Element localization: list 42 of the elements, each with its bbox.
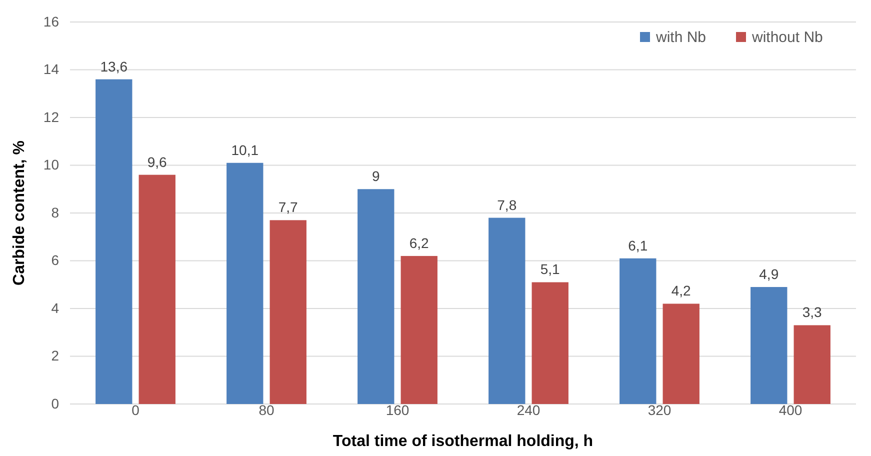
data-label: 9,6 [147,154,168,170]
bar [138,174,176,404]
legend-label: with Nb [655,29,706,46]
bar [270,220,306,404]
y-tick-label: 8 [51,204,60,220]
y-tick-label: 14 [43,61,60,78]
data-label: 4,2 [671,282,692,299]
y-tick-label: 10 [43,156,60,173]
y-tick-label: 12 [43,108,60,125]
bar [488,218,526,404]
data-label: 9 [372,168,380,184]
y-tick-label: 6 [51,252,60,268]
data-label: 6,2 [409,234,430,251]
data-label: 3,3 [802,304,822,320]
bar [620,258,656,404]
data-label: 6,1 [628,237,648,254]
y-tick-label: 16 [43,13,60,30]
data-label: 7,7 [278,199,298,216]
bar [662,304,700,404]
y-tick-label: 2 [51,348,60,364]
x-tick-label: 80 [258,402,274,418]
x-axis-title: Total time of isothermal holding, h [332,433,594,450]
data-label: 5,1 [540,261,560,278]
bar [226,162,264,404]
bar [794,325,830,404]
bar [750,287,788,404]
bar [532,282,568,404]
bar [96,79,132,404]
data-label: 4,9 [759,266,779,282]
data-label: 13,6 [100,58,128,74]
x-tick-label: 240 [516,402,540,418]
x-tick-label: 400 [778,402,802,418]
y-tick-label: 4 [51,300,60,316]
bar [400,256,438,404]
bar [358,189,394,404]
y-axis-title: Carbide content, % [11,140,28,286]
data-label: 10,1 [231,142,259,158]
x-tick-label: 160 [386,402,410,418]
x-tick-label: 320 [648,402,672,418]
legend-label: without Nb [751,29,823,46]
data-label: 7,8 [497,196,517,213]
x-tick-label: 0 [132,402,140,418]
